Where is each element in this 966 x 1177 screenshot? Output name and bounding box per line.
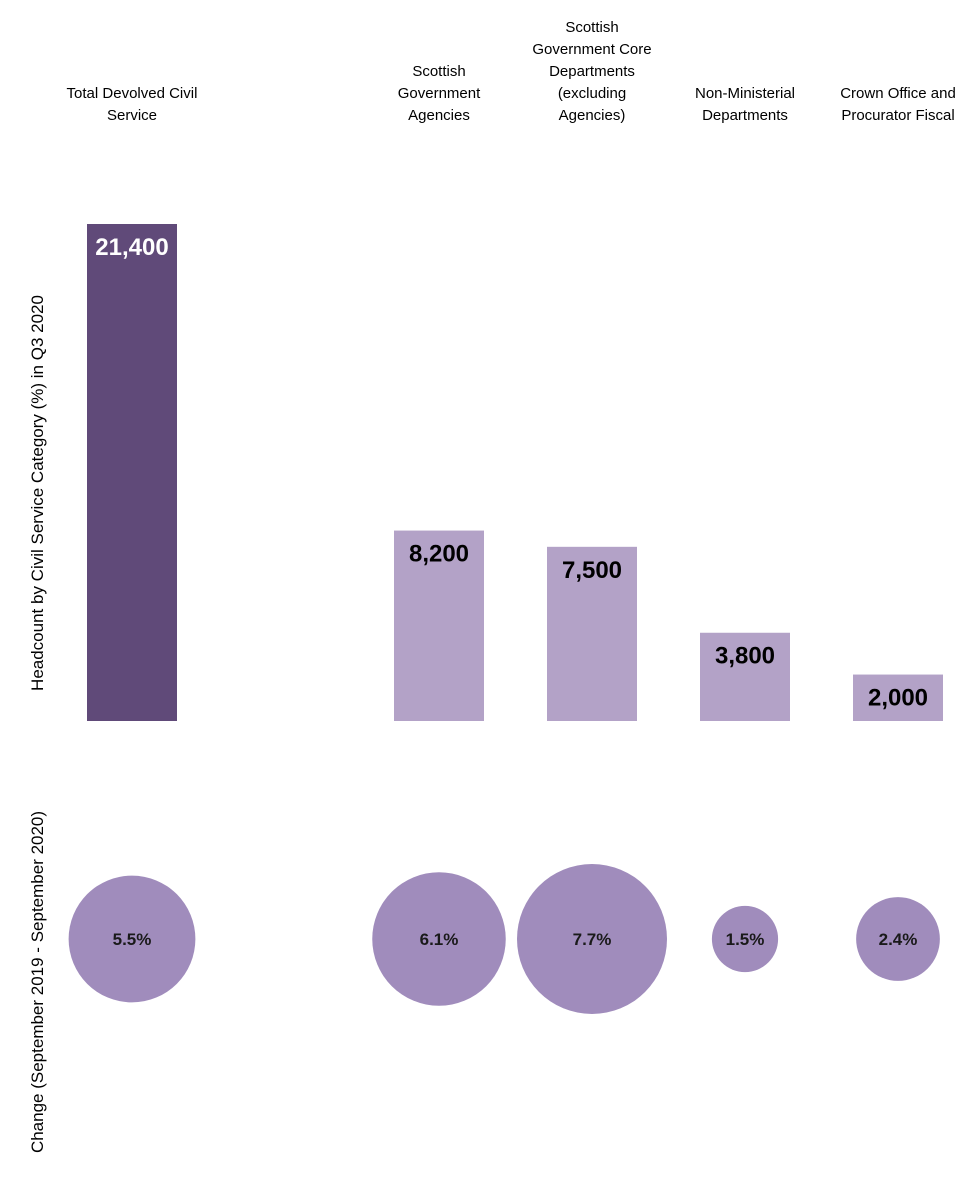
bubble-data-label: 1.5% <box>726 930 765 949</box>
bar-data-label: 8,200 <box>409 541 469 568</box>
bar <box>853 674 943 721</box>
bubble-series: 5.5% 6.1% 7.7% 1.5% 2.4% <box>68 864 940 1014</box>
bubble <box>517 864 667 1014</box>
bar-data-label: 3,800 <box>715 643 775 670</box>
bar <box>394 530 484 721</box>
bubble-data-label: 6.1% <box>420 930 459 949</box>
category-label: Total Devolved Civil Service <box>67 85 198 124</box>
category-label-line: Government <box>398 85 481 102</box>
category-label-line: Agencies) <box>559 107 626 124</box>
bar-series: 21,400 8,200 7,500 3,800 2,000 <box>87 224 943 721</box>
category-label-line: Procurator Fiscal <box>841 107 954 124</box>
category-label-line: Government Core <box>532 41 651 58</box>
category-label-line: Departments <box>549 63 635 80</box>
bubble-data-label: 2.4% <box>879 930 918 949</box>
category-label: Scottish Government Agencies <box>398 63 481 124</box>
bubble <box>372 872 506 1006</box>
category-label-line: Service <box>107 107 157 124</box>
category-label: Scottish Government Core Departments (exclu… <box>532 19 651 124</box>
bar <box>547 546 637 721</box>
bubble-axis-label: Change (September 2019 - September 2020) <box>28 811 47 1153</box>
category-label-line: Total Devolved Civil <box>67 85 198 102</box>
category-label-line: Scottish <box>412 63 465 80</box>
bar <box>700 632 790 721</box>
bar-data-label: 2,000 <box>868 685 928 712</box>
category-label: Non-Ministerial Departments <box>695 85 795 124</box>
category-label-line: Agencies <box>408 107 470 124</box>
bubble-data-label: 5.5% <box>113 930 152 949</box>
category-label-line: Departments <box>702 107 788 124</box>
bubble <box>856 897 940 981</box>
category-label-line: Crown Office and <box>840 85 956 102</box>
bar <box>87 224 177 721</box>
bubble <box>68 875 196 1003</box>
category-label-line: Non-Ministerial <box>695 85 795 102</box>
bar-data-label: 21,400 <box>95 234 168 261</box>
category-labels: Total Devolved Civil Service Scottish Gover… <box>67 19 956 124</box>
bar-axis-label: Headcount by Civil Service Category (%) … <box>28 295 47 691</box>
category-label-line: Scottish <box>565 19 618 36</box>
bubble <box>711 905 779 973</box>
bar-data-label: 7,500 <box>562 557 622 584</box>
bubble-data-label: 7.7% <box>573 930 612 949</box>
category-label: Crown Office and Procurator Fiscal <box>840 85 956 124</box>
category-label-line: (excluding <box>558 85 626 102</box>
